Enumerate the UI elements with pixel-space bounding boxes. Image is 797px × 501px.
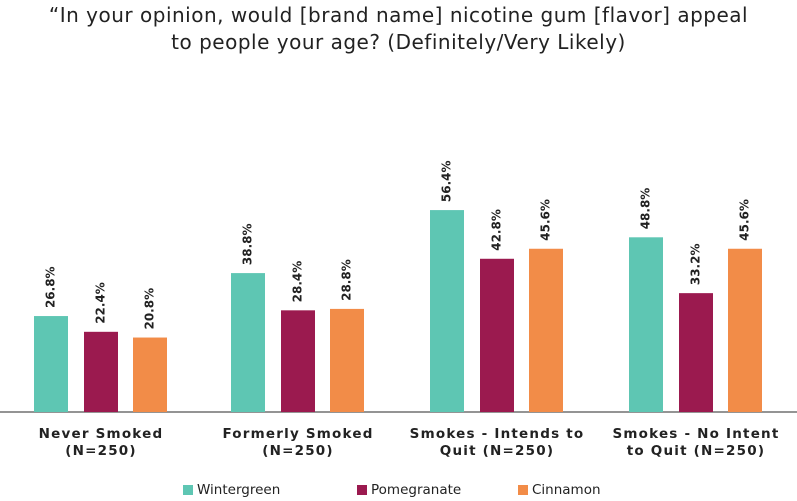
legend-label: Pomegranate: [371, 482, 461, 498]
legend-swatch: [518, 485, 528, 495]
x-tick-label: Smokes - Intends to Quit (N=250): [409, 426, 585, 459]
bar: [480, 258, 514, 412]
value-label: 28.8%: [340, 259, 354, 301]
value-label: 22.4%: [94, 282, 108, 324]
value-label: 45.6%: [539, 199, 553, 241]
legend-swatch: [357, 485, 367, 495]
bar: [430, 210, 464, 412]
value-label: 28.4%: [291, 261, 305, 303]
x-tick-label: Smokes - No Intent to Quit (N=250): [612, 426, 780, 459]
bar: [34, 316, 68, 412]
value-label: 33.2%: [689, 244, 703, 286]
value-label: 38.8%: [241, 223, 255, 265]
value-label: 48.8%: [639, 188, 653, 230]
value-label: 45.6%: [738, 199, 752, 241]
bar: [728, 248, 762, 412]
value-label: 56.4%: [440, 160, 454, 202]
bar: [84, 331, 118, 412]
bar: [281, 310, 315, 412]
bar: [529, 248, 563, 412]
x-tick-label: Never Smoked (N=250): [38, 426, 164, 459]
bar: [133, 337, 167, 412]
bar: [231, 273, 265, 412]
bar: [679, 293, 713, 412]
x-tick-label: Formerly Smoked (N=250): [222, 426, 374, 459]
value-label: 26.8%: [44, 266, 58, 308]
value-label: 42.8%: [490, 209, 504, 251]
legend-label: Cinnamon: [532, 482, 601, 498]
bar: [629, 237, 663, 412]
legend-swatch: [183, 485, 193, 495]
chart-title: “In your opinion, would [brand name] nic…: [48, 3, 749, 54]
legend-label: Wintergreen: [197, 482, 280, 498]
value-label: 20.8%: [143, 288, 157, 330]
bar: [330, 308, 364, 412]
